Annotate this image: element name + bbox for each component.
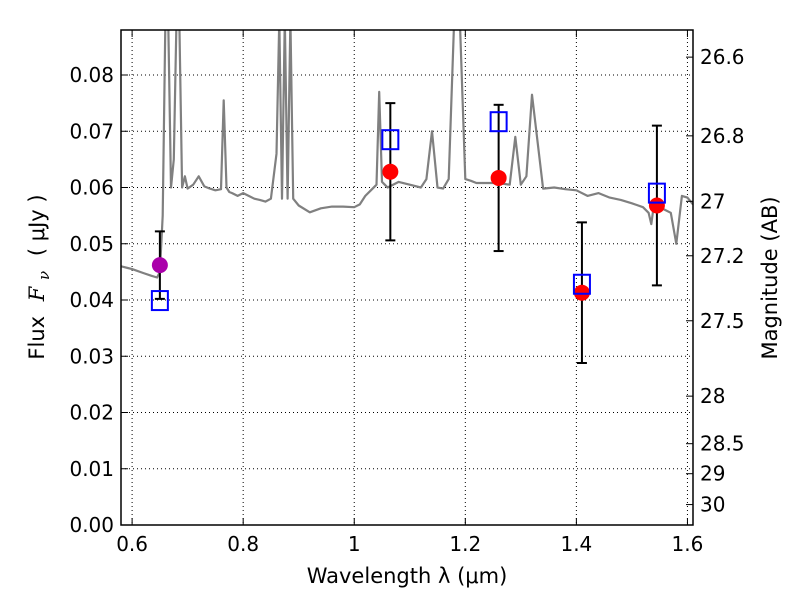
- y-axis-label-unit: ( μJy ): [25, 194, 49, 256]
- y-axis-label-symbol: F: [25, 285, 49, 302]
- y-tick-label: 0.07: [69, 119, 114, 143]
- data-points: [150, 102, 666, 364]
- y-tick-label: 0.04: [69, 288, 114, 312]
- x-axis-label: Wavelength λ (μm): [307, 564, 508, 588]
- model-spectrum-line: [121, 30, 693, 279]
- grid: [121, 30, 693, 526]
- observed-point: [382, 163, 399, 180]
- y2-tick-label: 27.2: [700, 244, 745, 268]
- y-axis-label-subscript: ν: [35, 271, 53, 280]
- x-tick-label: 1.4: [560, 532, 592, 556]
- y-tick-label: 0.01: [69, 457, 114, 481]
- y2-tick-label: 28.5: [700, 432, 745, 456]
- axis-ticks: 0.6 0.8 1 1.2 1.4 1.6 0.00 0.01 0.02 0.03 0.04 0.05…: [69, 30, 745, 556]
- y-axis-label-prefix: Flux: [25, 316, 49, 360]
- y-tick-label: 0.08: [69, 63, 114, 87]
- observed-point: [490, 169, 507, 186]
- model-bandpass-point: [647, 182, 666, 204]
- x-tick-label: 1.2: [449, 532, 481, 556]
- y-tick-label: 0.05: [69, 232, 114, 256]
- model-spectrum: [121, 30, 693, 279]
- observed-point: [573, 284, 590, 301]
- model-bandpass-point: [150, 290, 169, 312]
- x-tick-label: 0.8: [227, 532, 259, 556]
- y2-tick-label: 26.6: [700, 45, 745, 69]
- model-bandpass-point: [489, 111, 508, 133]
- y2-tick-label: 30: [700, 493, 725, 517]
- y-axis-label: Flux F ν ( μJy ): [25, 194, 54, 359]
- plot-frame: [120, 29, 694, 526]
- observed-point: [648, 197, 665, 214]
- y2-tick-label: 26.8: [700, 124, 745, 148]
- model-bandpass-point: [381, 129, 400, 151]
- y-tick-label: 0.06: [69, 176, 114, 200]
- model-bandpass-point: [572, 273, 591, 295]
- observed-optical-point: [151, 257, 168, 274]
- x-tick-label: 1: [348, 532, 361, 556]
- y2-tick-label: 28: [700, 384, 725, 408]
- y2-tick-label: 29: [700, 462, 725, 486]
- y-tick-label: 0.00: [69, 513, 114, 537]
- y2-axis-label: Magnitude (AB): [758, 196, 782, 359]
- y2-tick-label: 27: [700, 189, 725, 213]
- x-tick-label: 1.6: [672, 532, 704, 556]
- y-tick-label: 0.02: [69, 401, 114, 425]
- y2-tick-label: 27.5: [700, 309, 745, 333]
- x-tick-label: 0.6: [116, 532, 148, 556]
- y-tick-label: 0.03: [69, 344, 114, 368]
